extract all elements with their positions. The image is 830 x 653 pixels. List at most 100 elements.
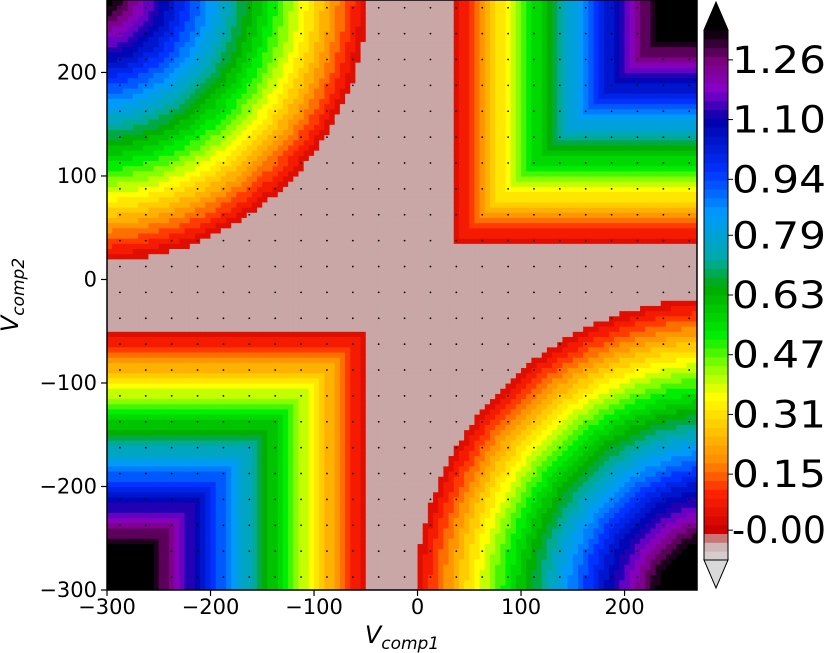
heatmap-cell: [272, 569, 279, 576]
heatmap-cell: [184, 150, 191, 156]
heatmap-cell: [293, 269, 300, 275]
heatmap-cell: [117, 331, 124, 338]
heatmap-cell: [210, 207, 217, 213]
heatmap-cell: [194, 502, 201, 508]
heatmap-cell: [282, 388, 289, 394]
heatmap-cell: [241, 46, 248, 53]
heatmap-cell: [324, 150, 331, 156]
heatmap-cell: [174, 170, 181, 177]
heatmap-cell: [153, 382, 160, 389]
heatmap-cell: [314, 408, 320, 415]
heatmap-cell: [241, 558, 248, 565]
heatmap-cell: [262, 310, 269, 317]
heatmap-cell: [138, 201, 144, 208]
heatmap-cell: [148, 15, 155, 22]
heatmap-cell: [251, 470, 258, 477]
heatmap-cell: [143, 579, 150, 586]
heatmap-cell: [107, 533, 113, 539]
heatmap-cell: [277, 181, 284, 187]
heatmap-cell: [148, 434, 155, 441]
heatmap-cell: [329, 558, 336, 565]
heatmap-cell: [303, 331, 310, 338]
heatmap-cell: [107, 196, 113, 203]
heatmap-cell: [262, 5, 269, 11]
heatmap-cell: [107, 227, 113, 234]
heatmap-cell: [158, 150, 165, 156]
heatmap-cell: [112, 584, 118, 590]
heatmap-cell: [205, 346, 212, 353]
heatmap-cell: [210, 196, 217, 203]
heatmap-cell: [132, 377, 139, 384]
heatmap-cell: [267, 388, 274, 394]
heatmap-cell: [236, 507, 243, 513]
heatmap-cell: [215, 336, 222, 343]
heatmap-cell: [257, 388, 263, 394]
heatmap-cell: [122, 341, 129, 348]
heatmap-cell: [226, 476, 232, 482]
heatmap-cell: [282, 284, 289, 291]
heatmap-cell: [282, 331, 289, 338]
heatmap-cell: [107, 517, 113, 524]
heatmap-cell: [246, 403, 253, 410]
heatmap-cell: [148, 155, 155, 162]
heatmap-cell: [293, 217, 300, 224]
heatmap-cell: [314, 382, 320, 389]
heatmap-cell: [319, 93, 325, 99]
heatmap-cell: [132, 439, 139, 446]
heatmap-cell: [314, 439, 320, 446]
heatmap-cell: [231, 124, 237, 130]
heatmap-cell: [153, 429, 160, 436]
heatmap-cell: [194, 558, 201, 565]
heatmap-cell: [148, 548, 155, 555]
heatmap-cell: [174, 243, 181, 250]
heatmap-cell: [117, 93, 124, 99]
heatmap-cell: [282, 227, 289, 234]
heatmap-cell: [226, 155, 232, 162]
heatmap-cell: [148, 10, 155, 17]
heatmap-cell: [319, 434, 325, 441]
heatmap-cell: [220, 305, 227, 312]
heatmap-cell: [174, 5, 181, 11]
heatmap-cell: [257, 584, 263, 590]
heatmap-cell: [298, 512, 305, 519]
heatmap-cell: [179, 124, 186, 130]
heatmap-cell: [122, 295, 129, 301]
heatmap-cell: [148, 305, 155, 312]
heatmap-cell: [226, 377, 232, 384]
heatmap-cell: [127, 217, 134, 224]
heatmap-cell: [267, 212, 274, 218]
heatmap-cell: [179, 253, 186, 260]
heatmap-cell: [267, 414, 274, 420]
heatmap-cell: [241, 77, 248, 84]
heatmap-cell: [262, 393, 269, 400]
heatmap-cell: [184, 170, 191, 177]
heatmap-cell: [107, 439, 113, 446]
heatmap-cell: [138, 517, 144, 524]
heatmap-cell: [210, 139, 217, 146]
heatmap-cell: [257, 108, 263, 115]
heatmap-cell: [288, 46, 294, 53]
heatmap-cell: [277, 315, 284, 322]
heatmap-cell: [107, 496, 113, 503]
heatmap-cell: [127, 119, 134, 125]
heatmap-cell: [277, 538, 284, 545]
heatmap-cell: [324, 295, 331, 301]
heatmap-cell: [174, 77, 181, 84]
heatmap-cell: [324, 77, 331, 84]
heatmap-cell: [210, 315, 217, 322]
heatmap-cell: [329, 584, 336, 590]
heatmap-cell: [143, 103, 150, 110]
heatmap-cell: [215, 346, 222, 353]
heatmap-cell: [148, 212, 155, 218]
heatmap-cell: [205, 388, 212, 394]
heatmap-cell: [272, 207, 279, 213]
heatmap-cell: [107, 320, 113, 327]
heatmap-cell: [153, 139, 160, 146]
heatmap-cell: [303, 434, 310, 441]
heatmap-cell: [143, 258, 150, 265]
heatmap-cell: [215, 502, 222, 508]
heatmap-cell: [324, 579, 331, 586]
heatmap-cell: [138, 25, 144, 32]
heatmap-cell: [267, 558, 274, 565]
heatmap-cell: [143, 429, 150, 436]
